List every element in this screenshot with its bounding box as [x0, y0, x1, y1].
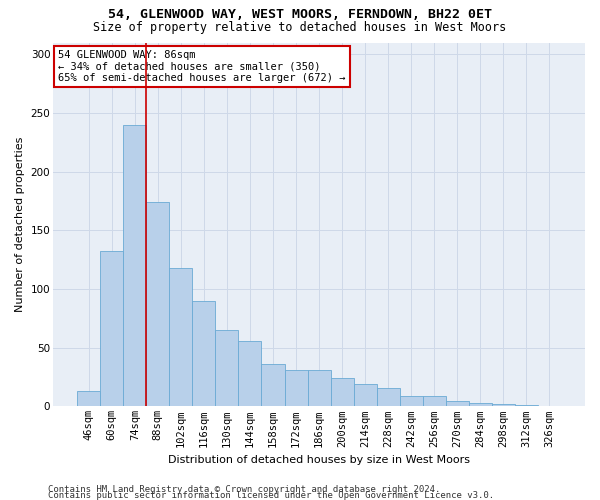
Bar	[515, 405, 538, 406]
Bar	[446, 400, 469, 406]
Bar	[422, 396, 446, 406]
Text: 54, GLENWOOD WAY, WEST MOORS, FERNDOWN, BH22 0ET: 54, GLENWOOD WAY, WEST MOORS, FERNDOWN, …	[108, 8, 492, 20]
Bar	[400, 396, 422, 406]
Bar	[331, 378, 353, 406]
Bar	[169, 268, 193, 406]
Bar	[492, 404, 515, 406]
Bar	[377, 388, 400, 406]
Bar	[469, 403, 492, 406]
X-axis label: Distribution of detached houses by size in West Moors: Distribution of detached houses by size …	[168, 455, 470, 465]
Bar	[284, 370, 308, 406]
Text: Size of property relative to detached houses in West Moors: Size of property relative to detached ho…	[94, 21, 506, 34]
Bar	[308, 370, 331, 406]
Y-axis label: Number of detached properties: Number of detached properties	[15, 137, 25, 312]
Text: Contains HM Land Registry data © Crown copyright and database right 2024.: Contains HM Land Registry data © Crown c…	[48, 485, 440, 494]
Bar	[77, 391, 100, 406]
Bar	[215, 330, 238, 406]
Bar	[238, 340, 262, 406]
Bar	[262, 364, 284, 406]
Bar	[124, 124, 146, 406]
Text: Contains public sector information licensed under the Open Government Licence v3: Contains public sector information licen…	[48, 491, 494, 500]
Bar	[100, 252, 124, 406]
Bar	[193, 300, 215, 406]
Text: 54 GLENWOOD WAY: 86sqm
← 34% of detached houses are smaller (350)
65% of semi-de: 54 GLENWOOD WAY: 86sqm ← 34% of detached…	[58, 50, 346, 83]
Bar	[353, 384, 377, 406]
Bar	[146, 202, 169, 406]
